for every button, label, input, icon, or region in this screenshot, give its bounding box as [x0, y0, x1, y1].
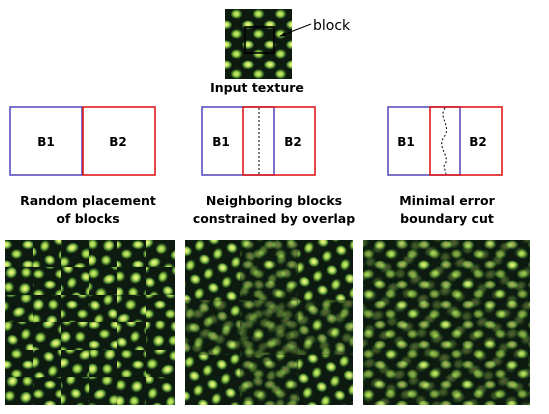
block-b2	[242, 106, 316, 176]
block-b2-label: B2	[284, 135, 302, 149]
panel-caption-line2: constrained by overlap	[193, 211, 355, 226]
block-b1-label: B1	[397, 135, 415, 149]
panel-caption-line1: Neighboring blocks	[206, 193, 342, 208]
block-b1	[9, 106, 83, 176]
panel-caption-line1: Random placement	[20, 193, 156, 208]
result-random-placement	[5, 240, 175, 405]
result-overlap-constrained	[185, 240, 353, 405]
block-b1-label: B1	[212, 135, 230, 149]
input-texture-image	[225, 9, 292, 79]
min-error-cut-path	[441, 107, 448, 175]
block-b2	[82, 106, 156, 176]
panel-caption-line2: of blocks	[56, 211, 119, 226]
block-b2-label: B2	[469, 135, 487, 149]
block-selection-box	[244, 26, 275, 54]
panel-caption-line2: boundary cut	[400, 211, 494, 226]
panel-boundary-cut: B1 B2 Minimal error boundary cut	[387, 106, 503, 226]
block-b2-label: B2	[109, 135, 127, 149]
panel-caption-line1: Minimal error	[399, 193, 495, 208]
block-b1-label: B1	[37, 135, 55, 149]
block-pointer-arrowhead	[279, 32, 286, 37]
result-boundary-cut	[363, 240, 530, 405]
panel-overlap-constraint: B1 B2 Neighboring blocks constrained by …	[193, 106, 355, 226]
block-label: block	[313, 18, 351, 34]
block-b2	[429, 106, 503, 176]
input-texture-group: block Input texture	[210, 9, 351, 95]
block-b1	[387, 106, 461, 176]
block-b1	[201, 106, 275, 176]
input-texture-caption: Input texture	[210, 80, 304, 95]
panel-random-placement: B1 B2 Random placement of blocks	[9, 106, 156, 226]
